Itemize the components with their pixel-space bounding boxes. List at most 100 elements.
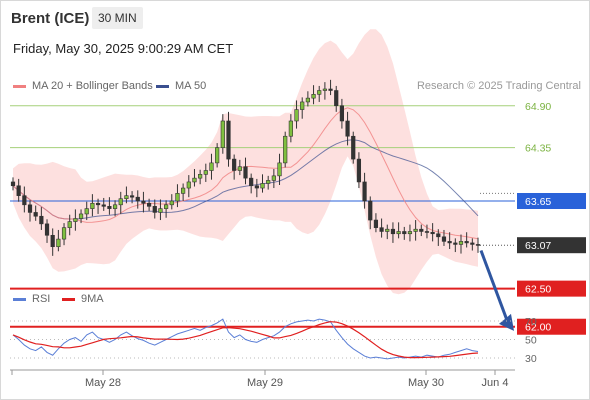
candle-body [146, 202, 152, 207]
level-label-63.07: 63.07 [525, 240, 551, 252]
candle-body [107, 206, 112, 209]
candle-body [356, 158, 362, 183]
candle-body [402, 231, 407, 235]
x-axis: May 28 May 29 May 30 Jun 4 [10, 369, 515, 389]
candle-body [322, 88, 327, 91]
candle-body [379, 227, 384, 232]
candle-body [78, 213, 84, 219]
candle-body [129, 195, 135, 198]
candle-body [305, 97, 310, 103]
candle-body [447, 241, 452, 244]
rsi-label: RSI [32, 293, 51, 305]
timestamp: Friday, May 30, 2025 9:00:29 AM CET [13, 41, 234, 56]
instrument-title: Brent (ICE) [11, 10, 90, 27]
candle-body [209, 162, 214, 171]
candle-body [396, 231, 401, 235]
candle-body [84, 208, 89, 215]
level-label-64.35: 64.35 [525, 143, 551, 155]
level-label-63.65: 63.65 [525, 196, 551, 208]
ma50-label: MA 50 [175, 80, 207, 92]
candle-body [158, 208, 163, 213]
candle-body [44, 223, 50, 236]
candles [10, 79, 481, 256]
candle-body [345, 120, 350, 137]
candle-body [118, 198, 123, 206]
rsi-axis-label: 70 [525, 316, 537, 328]
level-label-64.90: 64.90 [525, 101, 551, 113]
ma20-swatch [13, 84, 26, 88]
candle-body [475, 244, 481, 246]
candle-body [436, 233, 441, 238]
forecast-arrow [479, 250, 514, 331]
level-box-63.07 [517, 237, 586, 254]
rsi-swatch [13, 297, 26, 301]
rsi-ma-line [12, 321, 479, 359]
candle-body [67, 221, 72, 228]
legend-9ma: 9MA [62, 293, 104, 305]
candle-body [311, 94, 316, 99]
candle-body [203, 170, 208, 175]
candle-body [351, 135, 356, 160]
candle-body [22, 195, 27, 206]
candle-body [181, 187, 186, 194]
timeframe-selector[interactable]: 30 MIN [92, 7, 143, 29]
candle-body [141, 200, 146, 204]
forecast-arrow-shaft [479, 250, 510, 324]
ma20-label: MA 20 + Bollinger Bands [32, 80, 153, 92]
ma50-line [12, 139, 479, 220]
candle-body [73, 218, 78, 222]
candle-body [441, 236, 447, 242]
rsi-line [12, 318, 479, 360]
candle-body [254, 185, 259, 189]
candle-body [16, 185, 21, 196]
candle-body [362, 181, 367, 202]
level-box-63.65 [517, 193, 586, 209]
candle-body [294, 109, 299, 122]
chart-header: Brent (ICE) 30 MIN [0, 0, 590, 36]
candle-body [175, 193, 180, 202]
candle-body [470, 242, 475, 245]
level-label-62.50: 62.50 [525, 284, 551, 296]
candle-body [260, 183, 265, 189]
level-label-62.00: 62.00 [525, 322, 551, 334]
candle-body [56, 238, 61, 248]
candle-body [124, 195, 129, 200]
candle-body [101, 204, 106, 207]
9ma-swatch [62, 297, 75, 301]
candle-body [27, 204, 33, 213]
candle-body [237, 166, 242, 171]
level-box-62.50 [517, 280, 586, 297]
rsi-axis-label: 50 [525, 335, 537, 347]
candle-body [277, 162, 282, 177]
candle-body [373, 219, 379, 228]
candle-body [50, 234, 55, 248]
candle-body [33, 212, 38, 217]
candle-body [385, 228, 390, 232]
candle-body [271, 175, 276, 181]
candle-body [152, 206, 157, 213]
candle-body [95, 202, 101, 206]
rsi-panel: 70 50 30 [10, 316, 537, 365]
candle-body [464, 241, 469, 244]
candle-body [283, 135, 288, 164]
candle-body [220, 120, 225, 148]
candle-body [419, 228, 424, 232]
candle-body [266, 180, 271, 184]
candle-body [112, 204, 118, 209]
candle-body [317, 90, 322, 95]
candle-body [61, 227, 67, 240]
price-levels: 64.90 64.35 63.65 63.07 62.50 62.00 [10, 101, 586, 335]
legend-ma50: MA 50 [156, 80, 206, 92]
legend-rsi: RSI [13, 293, 50, 305]
candle-body [453, 242, 458, 245]
x-axis-label: Jun 4 [482, 377, 509, 389]
candle-body [215, 147, 220, 164]
candle-body [198, 174, 203, 179]
candle-body [413, 228, 418, 232]
candle-body [249, 177, 254, 187]
candle-body [430, 231, 435, 235]
candle-body [232, 158, 237, 171]
candle-body [424, 231, 430, 233]
forecast-arrow-head [499, 313, 514, 331]
